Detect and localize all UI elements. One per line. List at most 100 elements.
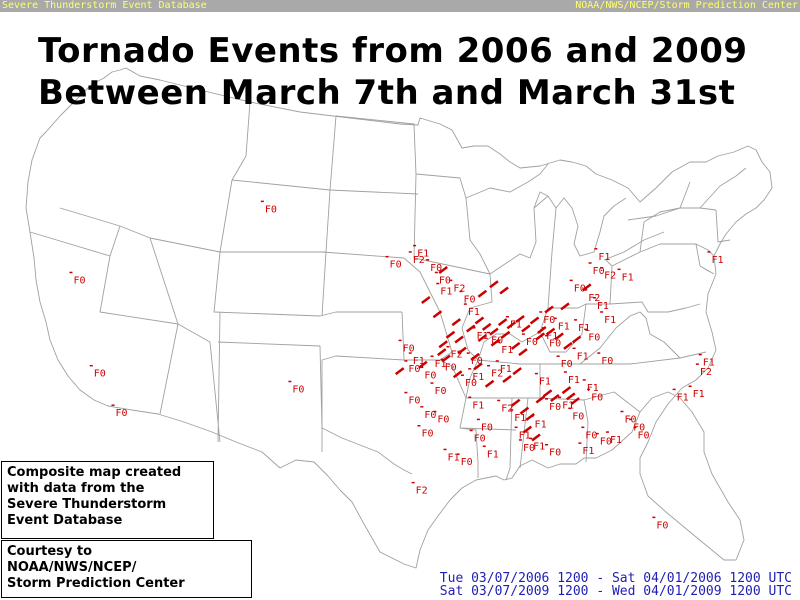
tornado-path <box>544 305 554 314</box>
tornado-rating-label: F1 <box>417 249 429 260</box>
tornado-path <box>437 348 447 357</box>
credit-box-line: Storm Prediction Center <box>7 576 185 591</box>
tornado-rating-label: F0 <box>474 433 486 444</box>
date-range-2009: Sat 03/07/2009 1200 - Wed 04/01/2009 120… <box>439 584 792 599</box>
tornado-path <box>470 352 480 361</box>
credit-box-line: NOAA/NWS/NCEP/ <box>7 560 137 575</box>
tornado-path <box>438 266 448 274</box>
tornado-rating-label: F1 <box>500 364 512 375</box>
tornado-path <box>545 327 556 336</box>
tornado-path <box>518 348 528 357</box>
tornado-rating-label: F1 <box>472 372 484 383</box>
tornado-path <box>441 354 451 363</box>
tornado-rating-label: F2 <box>413 255 425 266</box>
tornado-path <box>521 324 531 333</box>
tornado-rating-label: F0 <box>543 315 555 326</box>
tornado-path <box>489 327 499 336</box>
info-box: Composite map created with data from the… <box>1 461 214 539</box>
tornado-path <box>497 318 508 327</box>
tornado-rating-label: F1 <box>562 400 574 411</box>
tornado-rating-label: F0 <box>572 411 584 422</box>
tornado-rating-label: F0 <box>526 337 538 348</box>
tornado-rating-label: F0 <box>116 408 128 419</box>
tornado-rating-label: F1 <box>693 389 705 400</box>
tornado-path <box>525 412 535 421</box>
tornado-path <box>481 322 492 331</box>
tornado-path <box>510 398 521 407</box>
tornado-rating-label: F0 <box>421 429 433 440</box>
tornado-rating-label: F0 <box>561 359 573 370</box>
tornado-path <box>451 318 461 327</box>
tornado-rating-label: F0 <box>656 520 668 531</box>
tornado-path <box>490 338 501 347</box>
tornado-rating-label: F1 <box>597 301 609 312</box>
tornado-rating-label: F0 <box>523 443 535 454</box>
tornado-rating-label: F0 <box>471 356 483 367</box>
tornado-path <box>531 433 541 442</box>
tornado-path <box>477 333 488 342</box>
tornado-rating-label: F0 <box>600 437 612 448</box>
tornado-path <box>452 370 463 379</box>
tornado-rating-label: F1 <box>568 375 580 386</box>
us-outline <box>25 67 773 569</box>
tornado-rating-label: F0 <box>585 430 597 441</box>
tornado-rating-label: F1 <box>435 359 447 370</box>
tornado-rating-label: F0 <box>549 402 561 413</box>
tornado-rating-label: F1 <box>501 345 513 356</box>
tornado-path <box>550 393 560 402</box>
tornado-rating-label: F1 <box>448 452 460 463</box>
tornado-rating-label: F0 <box>481 422 493 433</box>
tornado-rating-label: F2 <box>501 403 513 414</box>
tornado-rating-label: F0 <box>403 343 415 354</box>
tornado-rating-label: F1 <box>510 320 522 331</box>
tornado-path <box>489 280 499 289</box>
tornado-path <box>554 332 564 341</box>
tornado-rating-label: F0 <box>638 430 650 441</box>
tornado-rating-label: F1 <box>477 331 489 342</box>
credit-box: Courtesy to NOAA/NWS/NCEP/ Storm Predict… <box>1 540 252 598</box>
tornado-path <box>535 332 546 341</box>
tornado-path <box>457 346 467 355</box>
tornado-rating-label: F1 <box>558 321 570 332</box>
tornado-rating-label: F1 <box>578 323 590 334</box>
tornado-rating-label: F0 <box>424 370 436 381</box>
tornado-path <box>499 286 509 295</box>
tornado-rating-label: F2 <box>416 486 428 497</box>
tornado-path <box>484 379 495 388</box>
tornado-rating-label: F0 <box>601 356 613 367</box>
tornado-rating-label: F0 <box>464 294 476 305</box>
tornado-path <box>500 330 511 339</box>
info-box-line: Composite map created <box>7 465 182 480</box>
tornado-path <box>535 395 546 404</box>
tornado-path <box>473 362 483 371</box>
state-lines-central <box>321 115 529 481</box>
tornado-rating-label: F0 <box>408 364 420 375</box>
tornado-rating-label: F0 <box>593 266 605 277</box>
tornado-rating-label: F0 <box>390 260 402 271</box>
tornado-rating-label: F0 <box>465 378 477 389</box>
tornado-rating-label: F1 <box>533 441 545 452</box>
header-bar: Severe Thunderstorm Event Database NOAA/… <box>0 0 800 12</box>
tornado-rating-label: F0 <box>437 415 449 426</box>
tornado-path <box>502 375 512 384</box>
tornado-rating-label: F0 <box>549 448 561 459</box>
tornado-rating-label: F0 <box>445 362 457 373</box>
tornado-rating-label: F1 <box>514 413 526 424</box>
tornado-path <box>522 425 533 434</box>
tornado-path <box>560 302 570 311</box>
title-line-1: Tornado Events from 2006 and 2009 <box>38 31 748 71</box>
tornado-rating-label: F1 <box>440 287 452 298</box>
state-boundaries <box>25 67 773 569</box>
tornado-path <box>394 367 405 376</box>
tornado-rating-label: F0 <box>439 275 451 286</box>
tornado-path <box>582 283 592 292</box>
tornado-rating-label: F0 <box>461 457 473 468</box>
tornado-rating-label: F0 <box>574 283 586 294</box>
tornado-path <box>570 397 580 406</box>
info-box-line: Event Database <box>7 513 123 528</box>
tornado-path <box>510 341 521 350</box>
tornado-rating-label: F1 <box>610 435 622 446</box>
header-right-label: NOAA/NWS/NCEP/Storm Prediction Center <box>575 0 798 11</box>
